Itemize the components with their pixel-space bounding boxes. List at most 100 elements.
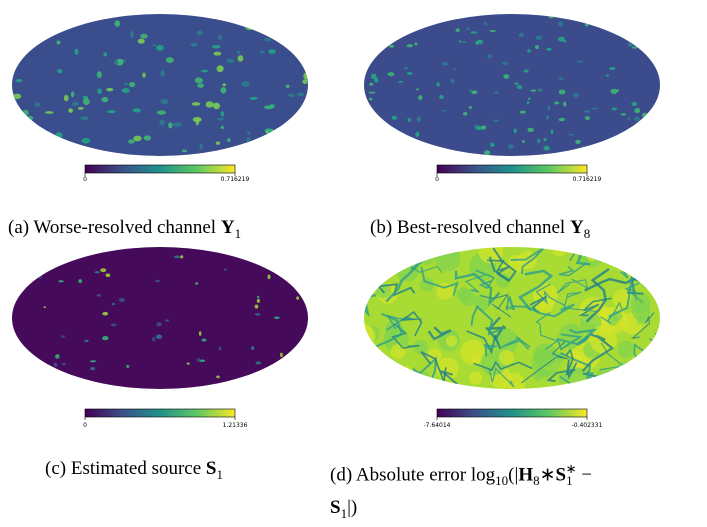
texture (12, 154, 16, 156)
texture (285, 84, 290, 89)
texture (414, 42, 418, 46)
texture (303, 72, 308, 80)
caption: (b) Best-resolved channel Y8 (370, 214, 590, 247)
texture (470, 31, 478, 34)
texture (406, 44, 413, 48)
texture (282, 137, 292, 145)
texture (44, 111, 54, 114)
texture (510, 247, 545, 275)
texture (275, 27, 282, 31)
texture (35, 275, 43, 279)
texture (70, 91, 75, 98)
texture (303, 292, 307, 296)
texture (251, 346, 255, 351)
texture (603, 373, 612, 383)
texture (217, 34, 222, 41)
texture (260, 370, 267, 374)
texture (578, 297, 612, 317)
texture (546, 47, 552, 51)
texture (197, 83, 204, 88)
texture (96, 293, 102, 297)
texture (54, 374, 61, 378)
colorbar-min: -7.64014 (424, 422, 451, 429)
texture (156, 322, 162, 327)
texture (238, 149, 243, 153)
texture (217, 117, 225, 121)
texture (222, 83, 226, 87)
texture (476, 14, 481, 16)
texture (165, 57, 174, 64)
texture (15, 78, 23, 83)
texture (217, 386, 224, 389)
colorbar-max: -0.402331 (572, 422, 603, 429)
texture (110, 323, 117, 327)
texture (490, 142, 495, 147)
texture (159, 119, 165, 126)
map-background (364, 14, 660, 156)
page: 0 0.716219 0 0.716219 0 1.21336 -7.64014… (8, 14, 660, 521)
texture (560, 154, 565, 156)
texture (128, 82, 136, 88)
texture (255, 361, 262, 365)
texture (180, 255, 184, 259)
texture (640, 272, 658, 290)
texture (573, 92, 579, 98)
caption-symbol: S (555, 464, 567, 486)
texture (476, 126, 483, 131)
texture (442, 109, 447, 112)
texture (370, 107, 374, 111)
texture (649, 370, 660, 389)
texture (200, 69, 209, 73)
texture (369, 82, 374, 86)
texture (428, 348, 442, 362)
texture (216, 65, 224, 73)
texture (498, 349, 514, 366)
texture (152, 43, 157, 47)
texture (220, 125, 224, 129)
texture (106, 87, 114, 92)
texture (654, 343, 660, 357)
texture (557, 36, 565, 42)
texture (106, 110, 116, 114)
texture (374, 49, 380, 54)
texture (365, 42, 371, 48)
texture (487, 54, 492, 59)
texture (563, 40, 567, 43)
texture (455, 28, 460, 32)
texture (547, 105, 551, 111)
texture (140, 33, 148, 39)
texture (617, 133, 623, 137)
texture (398, 80, 404, 83)
texture (45, 32, 50, 37)
texture (53, 362, 58, 367)
texture (60, 335, 65, 338)
texture (369, 22, 373, 25)
sky-map (364, 247, 660, 389)
texture (576, 60, 584, 63)
texture (595, 368, 613, 386)
texture (558, 117, 566, 122)
texture (68, 108, 74, 113)
texture (569, 328, 598, 346)
colorbar-min: 0 (435, 176, 439, 183)
colorbar (84, 164, 236, 174)
texture (610, 88, 618, 95)
caption-text: (b) Best-resolved channel (370, 217, 570, 238)
texture (634, 108, 641, 114)
texture (254, 313, 261, 316)
texture (493, 119, 499, 123)
texture (55, 354, 60, 359)
colorbar (436, 408, 588, 418)
texture (489, 29, 496, 32)
texture (181, 149, 188, 153)
texture (613, 361, 639, 386)
texture (213, 102, 220, 110)
texture (496, 273, 511, 288)
texture (608, 66, 616, 71)
texture (96, 71, 102, 78)
texture (563, 291, 597, 312)
texture (376, 283, 416, 297)
texture (295, 365, 301, 370)
texture (632, 46, 638, 49)
texture (605, 17, 611, 22)
